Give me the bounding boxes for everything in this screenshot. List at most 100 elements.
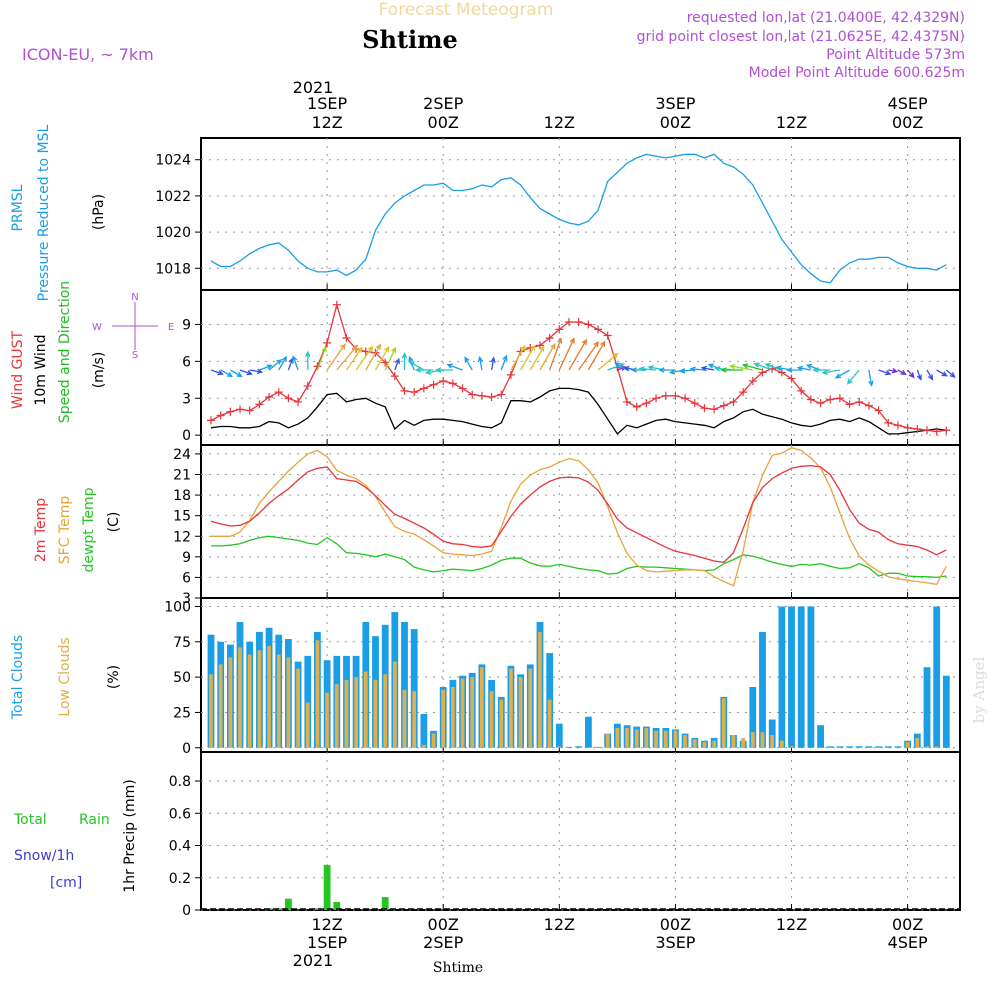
low-cloud-bar xyxy=(934,746,939,748)
low-cloud-bar xyxy=(673,730,678,748)
label-pressure-msl: Pressure Reduced to MSL xyxy=(36,124,52,301)
label-ms: (m/s) xyxy=(91,352,107,389)
wind-direction-arrow xyxy=(292,355,299,371)
gust-marker xyxy=(226,407,235,416)
bottom-hour-label: 12Z xyxy=(311,915,342,934)
gust-marker xyxy=(739,388,748,397)
temp-series xyxy=(210,446,947,587)
gust-marker xyxy=(874,406,883,415)
wind-direction-arrow xyxy=(414,367,434,373)
wind-direction-arrow xyxy=(834,369,850,379)
low-cloud-bar xyxy=(634,729,639,748)
bottom-hour-label: 12Z xyxy=(544,915,575,934)
low-cloud-bar xyxy=(528,668,533,748)
wind-direction-arrow xyxy=(587,340,606,371)
total-cloud-bar xyxy=(749,687,757,748)
wind-direction-arrow xyxy=(539,342,556,371)
gust-marker xyxy=(903,423,912,432)
top-date-label: 1SEP xyxy=(307,94,347,113)
low-cloud-bar xyxy=(625,728,629,748)
wind-direction-arrow xyxy=(578,340,599,371)
low-cloud-bar xyxy=(315,640,320,748)
low-cloud-bar xyxy=(267,646,271,748)
low-cloud-bar xyxy=(412,691,416,748)
total-cloud-bar xyxy=(759,631,766,748)
y-tick-label: 0.8 xyxy=(169,774,191,790)
bottom-date-label: 3SEP xyxy=(655,933,695,952)
bottom-hour-label: 00Z xyxy=(660,915,691,934)
gust-marker xyxy=(236,405,245,414)
rain-bar xyxy=(314,908,321,910)
low-cloud-bar xyxy=(431,733,436,748)
gust-marker xyxy=(497,390,506,399)
y-tick-label: 0.6 xyxy=(169,806,191,822)
wind-direction-arrow xyxy=(729,364,753,371)
label-2m-temp: 2m Temp xyxy=(33,498,49,562)
y-tick-label: 18 xyxy=(173,488,191,504)
y-tick-label: 0.4 xyxy=(169,839,191,855)
bottom-hour-label: 00Z xyxy=(892,915,923,934)
gust-marker xyxy=(642,399,651,408)
low-cloud-bar xyxy=(741,737,745,748)
low-cloud-bar xyxy=(751,732,755,748)
rain-bar xyxy=(333,901,341,910)
gust-marker xyxy=(835,394,844,403)
y-tick-label: 12 xyxy=(173,529,191,545)
gust-marker xyxy=(719,401,728,410)
y-tick-label: 1022 xyxy=(155,189,191,205)
wind-direction-arrow xyxy=(316,345,327,371)
low-cloud-bar xyxy=(489,691,494,748)
low-cloud-bar xyxy=(451,687,455,748)
gust-marker xyxy=(652,394,661,403)
low-cloud-bar xyxy=(789,746,794,748)
y-tick-label: 0 xyxy=(182,741,191,757)
total-cloud-bar xyxy=(797,606,805,748)
wind-direction-arrow xyxy=(753,362,773,371)
low-cloud-bar xyxy=(247,654,252,748)
gust-marker xyxy=(855,397,864,406)
low-cloud-bar xyxy=(509,668,513,748)
gust-marker xyxy=(323,338,332,347)
credit-watermark: by Angel xyxy=(970,656,988,723)
gust-marker xyxy=(893,421,902,430)
gridpoint-coords: grid point closest lon,lat (21.0625E, 42… xyxy=(637,29,965,45)
cloud-series xyxy=(207,606,950,748)
total-cloud-bar xyxy=(594,746,602,748)
wind-direction-arrow xyxy=(597,352,619,371)
wind-direction-arrow xyxy=(568,338,588,371)
gust-marker xyxy=(632,402,641,411)
wind-direction-arrow xyxy=(365,343,382,371)
wind-direction-arrow xyxy=(259,364,273,371)
wind-direction-arrow xyxy=(464,356,473,371)
low-cloud-bar xyxy=(547,699,552,748)
total-cloud-bar xyxy=(942,675,950,748)
wind-direction-arrow xyxy=(796,365,812,372)
total-cloud-bar xyxy=(555,723,563,748)
total-cloud-bar xyxy=(817,725,824,748)
gust-marker xyxy=(564,317,573,326)
low-cloud-bar xyxy=(780,740,784,748)
y-tick-label: 15 xyxy=(173,509,191,525)
wind-direction-arrow xyxy=(374,346,390,371)
wind-direction-arrow xyxy=(268,358,283,371)
wind-direction-arrow xyxy=(230,369,243,378)
low-cloud-bar xyxy=(731,735,736,748)
low-cloud-bar xyxy=(354,677,358,748)
wind-direction-arrow xyxy=(614,362,628,371)
footer-station: Shtime xyxy=(433,960,483,976)
wind-direction-arrow xyxy=(401,352,408,370)
low-cloud-bar xyxy=(460,678,465,748)
gust-marker xyxy=(932,427,941,436)
bottom-date-label: 1SEP xyxy=(307,933,347,952)
wind-direction-arrow xyxy=(805,363,821,371)
wind-direction-arrow xyxy=(548,337,563,371)
compass-rose: N W E S xyxy=(92,292,174,361)
wind-direction-arrow xyxy=(888,367,899,374)
total-cloud-bar xyxy=(401,622,408,748)
low-cloud-bar xyxy=(692,739,697,748)
model-label: ICON-EU, ~ 7km xyxy=(22,45,154,64)
panel-frame-1 xyxy=(200,137,961,291)
total-cloud-bar xyxy=(846,746,853,748)
top-hour-label: 12Z xyxy=(544,113,575,132)
rain-bar xyxy=(323,864,331,910)
